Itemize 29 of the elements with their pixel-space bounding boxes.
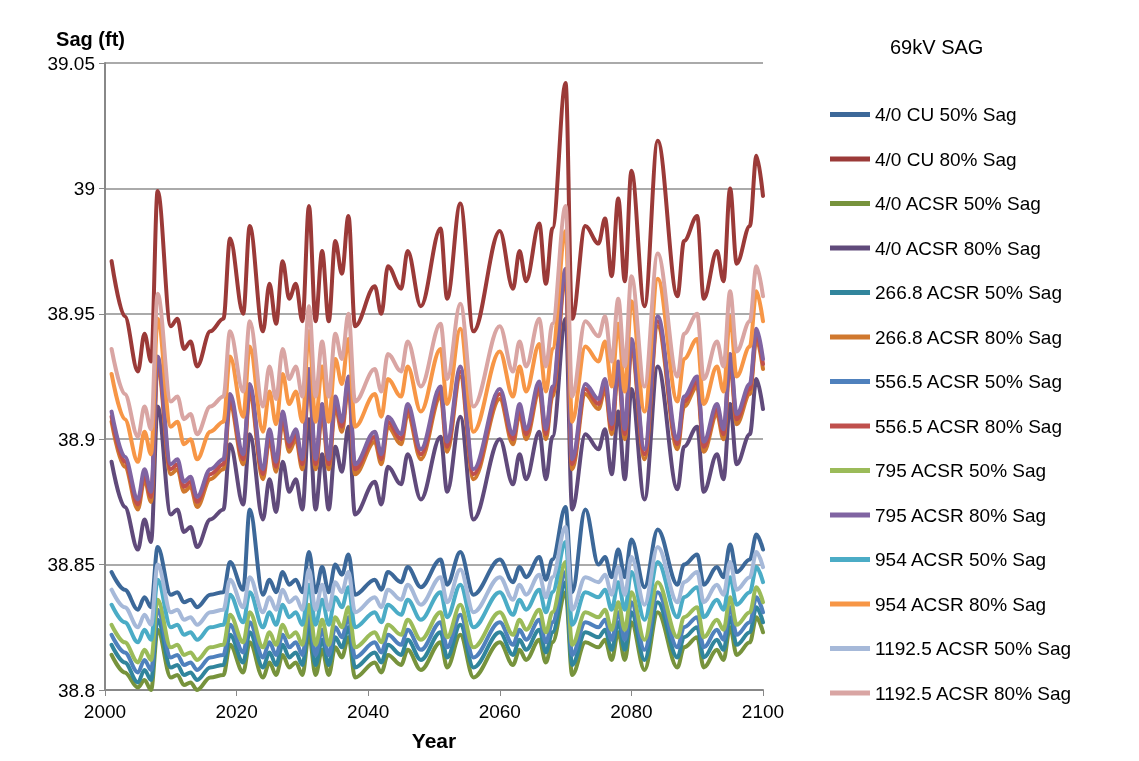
x-tick-label: 2040 (347, 701, 390, 722)
legend-label: 4/0 ACSR 50% Sag (875, 193, 1041, 214)
y-tick-label: 38.85 (47, 554, 95, 576)
legend-label: 795 ACSR 50% Sag (875, 460, 1047, 481)
x-tick-label: 2080 (610, 701, 653, 722)
y-tick-label: 38.8 (58, 679, 95, 701)
x-tick-label: 2020 (215, 701, 258, 722)
legend-label: 1192.5 ACSR 80% Sag (875, 682, 1072, 704)
legend-label: 4/0 ACSR 80% Sag (875, 237, 1041, 259)
y-tick-label: 39 (73, 177, 95, 199)
y-tick-label: 38.95 (47, 303, 95, 325)
x-tick-label: 2060 (478, 701, 521, 722)
legend-label: 266.8 ACSR 80% Sag (875, 326, 1062, 348)
text: 69kV SAG (890, 36, 984, 58)
legend-label: 4/0 CU 80% Sag (875, 148, 1017, 170)
legend-label: 954 ACSR 50% Sag (875, 549, 1047, 570)
y-tick-label: 38.9 (58, 428, 95, 450)
legend-label: 556.5 ACSR 80% Sag (875, 415, 1062, 437)
y-axis-title: Sag (ft) (56, 28, 125, 50)
x-tick-label: 2100 (741, 701, 785, 722)
legend-label: 266.8 ACSR 50% Sag (875, 282, 1062, 303)
y-tick-label: 39.05 (47, 52, 95, 74)
legend-label: 4/0 CU 50% Sag (875, 104, 1017, 125)
legend-label: 954 ACSR 80% Sag (875, 593, 1047, 615)
legend-label: 556.5 ACSR 50% Sag (875, 371, 1062, 392)
x-tick-label: 2000 (83, 701, 127, 722)
x-axis-title: Year (411, 729, 457, 752)
legend-label: 795 ACSR 80% Sag (875, 504, 1047, 526)
legend-label: 1192.5 ACSR 50% Sag (875, 638, 1072, 659)
